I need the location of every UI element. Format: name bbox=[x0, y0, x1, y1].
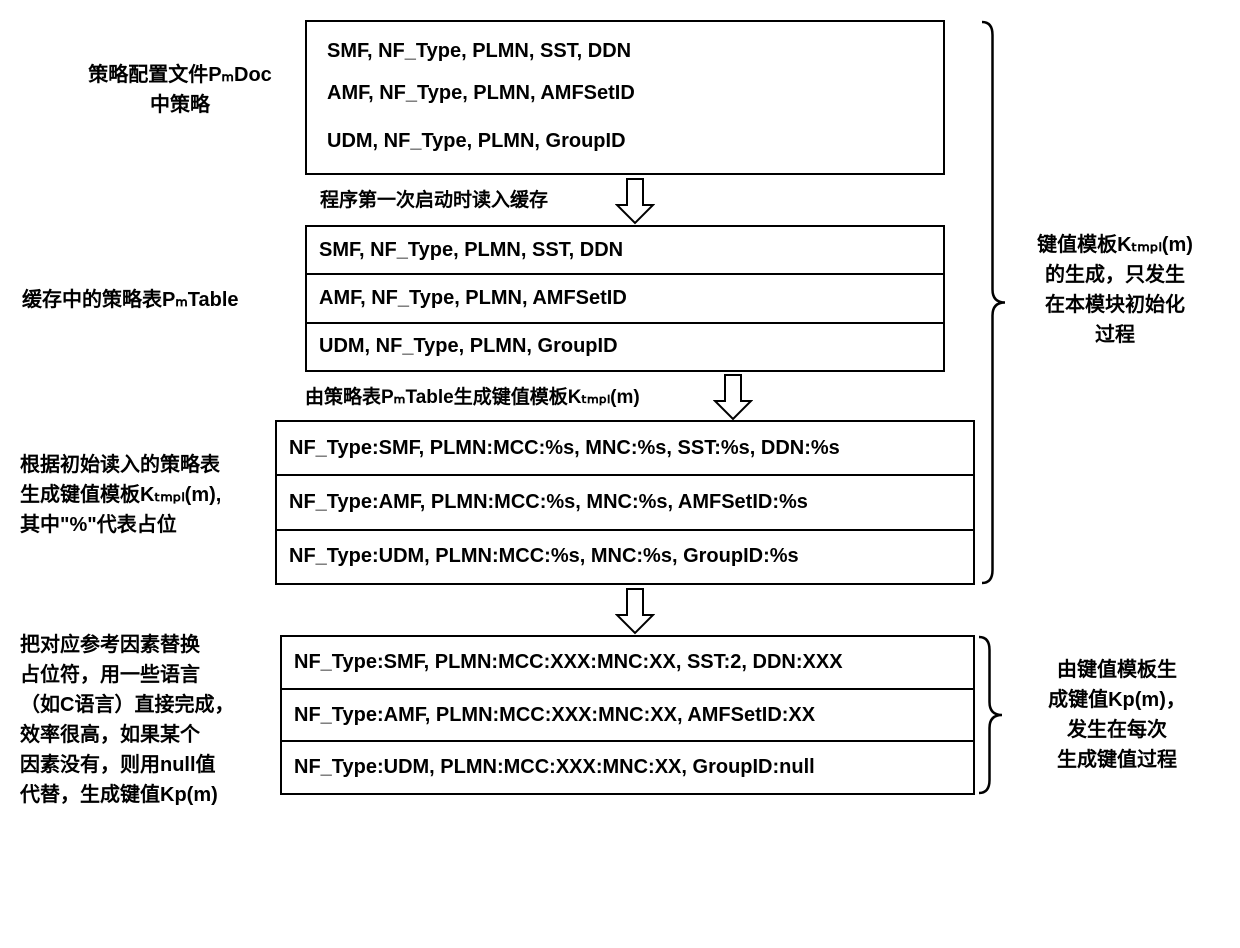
box4-row: NF_Type:SMF, PLMN:MCC:XXX:MNC:XX, SST:2,… bbox=[282, 637, 973, 690]
policy-table-label: 缓存中的策略表PₘTable bbox=[22, 285, 302, 315]
arrow1-label: 程序第一次启动时读入缓存 bbox=[320, 185, 548, 212]
key-value-box: NF_Type:SMF, PLMN:MCC:XXX:MNC:XX, SST:2,… bbox=[280, 635, 975, 795]
key-template-label: 根据初始读入的策略表生成键值模板Kₜₘₚₗ(m),其中"%"代表占位 bbox=[20, 450, 275, 540]
template-gen-description: 键值模板Kₜₘₚₗ(m)的生成，只发生在本模块初始化过程 bbox=[1010, 230, 1220, 350]
box4-row: NF_Type:UDM, PLMN:MCC:XXX:MNC:XX, GroupI… bbox=[282, 742, 973, 793]
box1-line: AMF, NF_Type, PLMN, AMFSetID bbox=[327, 82, 635, 105]
box2-row: AMF, NF_Type, PLMN, AMFSetID bbox=[307, 275, 943, 323]
key-template-box: NF_Type:SMF, PLMN:MCC:%s, MNC:%s, SST:%s… bbox=[275, 420, 975, 585]
box3-row: NF_Type:AMF, PLMN:MCC:%s, MNC:%s, AMFSet… bbox=[277, 476, 973, 530]
keyvalue-gen-description: 由键值模板生成键值Kp(m)，发生在每次生成键值过程 bbox=[1012, 655, 1222, 775]
box4-row: NF_Type:AMF, PLMN:MCC:XXX:MNC:XX, AMFSet… bbox=[282, 690, 973, 743]
right-brace-icon bbox=[977, 635, 1007, 795]
arrow2-label: 由策略表PₘTable生成键值模板Kₜₘₚₗ(m) bbox=[305, 382, 640, 409]
down-arrow-icon bbox=[615, 177, 655, 225]
box3-row: NF_Type:UDM, PLMN:MCC:%s, MNC:%s, GroupI… bbox=[277, 531, 973, 583]
key-value-label: 把对应参考因素替换占位符，用一些语言（如C语言）直接完成，效率很高，如果某个因素… bbox=[20, 630, 280, 810]
policy-table-box: SMF, NF_Type, PLMN, SST, DDN AMF, NF_Typ… bbox=[305, 225, 945, 372]
down-arrow-icon bbox=[615, 587, 655, 635]
box1-line: UDM, NF_Type, PLMN, GroupID bbox=[327, 130, 626, 153]
box1-line: SMF, NF_Type, PLMN, SST, DDN bbox=[327, 40, 631, 63]
right-brace-icon bbox=[980, 20, 1010, 585]
box2-row: SMF, NF_Type, PLMN, SST, DDN bbox=[307, 227, 943, 275]
policy-doc-label: 策略配置文件PₘDoc中策略 bbox=[60, 60, 300, 120]
policy-doc-box: SMF, NF_Type, PLMN, SST, DDN AMF, NF_Typ… bbox=[305, 20, 945, 175]
box3-row: NF_Type:SMF, PLMN:MCC:%s, MNC:%s, SST:%s… bbox=[277, 422, 973, 476]
box2-row: UDM, NF_Type, PLMN, GroupID bbox=[307, 324, 943, 370]
down-arrow-icon bbox=[713, 373, 753, 421]
